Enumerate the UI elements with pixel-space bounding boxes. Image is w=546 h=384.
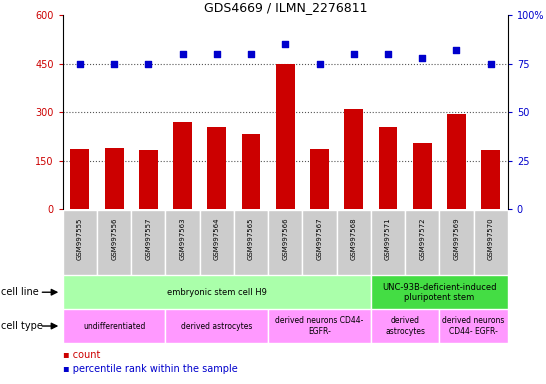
Text: GSM997571: GSM997571 (385, 218, 391, 260)
Bar (165, 309, 268, 343)
Text: GSM997556: GSM997556 (111, 218, 117, 260)
Text: GSM997568: GSM997568 (351, 218, 357, 260)
Text: GSM997569: GSM997569 (453, 218, 459, 260)
Point (212, 51, 221, 57)
Bar (165, 210, 200, 275)
Bar (481, 150, 500, 209)
Bar (345, 109, 363, 209)
Bar (242, 134, 260, 209)
Text: GSM997555: GSM997555 (77, 218, 83, 260)
Text: GSM997567: GSM997567 (317, 218, 323, 260)
Bar (63, 210, 97, 275)
Point (144, 61, 153, 67)
Bar (268, 309, 371, 343)
Bar (337, 210, 371, 275)
Bar (70, 149, 90, 209)
Bar (405, 210, 440, 275)
Bar (268, 210, 302, 275)
Text: cell line: cell line (1, 287, 39, 297)
Text: GSM997563: GSM997563 (180, 218, 186, 260)
Point (281, 41, 289, 48)
Text: UNC-93B-deficient-induced
pluripotent stem: UNC-93B-deficient-induced pluripotent st… (382, 283, 496, 302)
Text: GSM997564: GSM997564 (214, 218, 220, 260)
Bar (105, 148, 123, 209)
Text: embryonic stem cell H9: embryonic stem cell H9 (167, 288, 267, 297)
Point (418, 55, 426, 61)
Bar (378, 127, 397, 209)
Point (178, 51, 187, 57)
Text: derived neurons
CD44- EGFR-: derived neurons CD44- EGFR- (442, 316, 505, 336)
Bar (97, 210, 131, 275)
Bar (440, 210, 473, 275)
Point (486, 61, 495, 67)
Bar (302, 210, 337, 275)
Bar (173, 122, 192, 209)
Text: GSM997565: GSM997565 (248, 218, 254, 260)
Bar (207, 127, 226, 209)
Text: GSM997572: GSM997572 (419, 218, 425, 260)
Text: derived astrocytes: derived astrocytes (181, 321, 252, 331)
Point (349, 51, 358, 57)
Bar (440, 309, 508, 343)
Text: derived
astrocytes: derived astrocytes (385, 316, 425, 336)
Text: ▪ count: ▪ count (63, 350, 100, 360)
Bar (310, 149, 329, 209)
Point (110, 61, 118, 67)
Text: GSM997566: GSM997566 (282, 218, 288, 260)
Text: cell type: cell type (1, 321, 43, 331)
Bar (276, 64, 295, 209)
Text: undifferentiated: undifferentiated (83, 321, 145, 331)
Point (384, 51, 393, 57)
Bar (371, 210, 405, 275)
Point (247, 51, 256, 57)
Bar (371, 275, 508, 309)
Point (75, 61, 84, 67)
Bar (371, 309, 440, 343)
Text: ▪ percentile rank within the sample: ▪ percentile rank within the sample (63, 364, 238, 374)
Point (452, 47, 461, 53)
Text: derived neurons CD44-
EGFR-: derived neurons CD44- EGFR- (275, 316, 364, 336)
Title: GDS4669 / ILMN_2276811: GDS4669 / ILMN_2276811 (204, 1, 367, 14)
Bar (200, 210, 234, 275)
Bar (413, 143, 432, 209)
Bar (473, 210, 508, 275)
Bar (63, 309, 165, 343)
Bar (131, 210, 165, 275)
Point (315, 61, 324, 67)
Text: GSM997557: GSM997557 (145, 218, 151, 260)
Text: GSM997570: GSM997570 (488, 218, 494, 260)
Bar (139, 150, 158, 209)
Bar (63, 275, 371, 309)
Bar (234, 210, 268, 275)
Bar (447, 114, 466, 209)
